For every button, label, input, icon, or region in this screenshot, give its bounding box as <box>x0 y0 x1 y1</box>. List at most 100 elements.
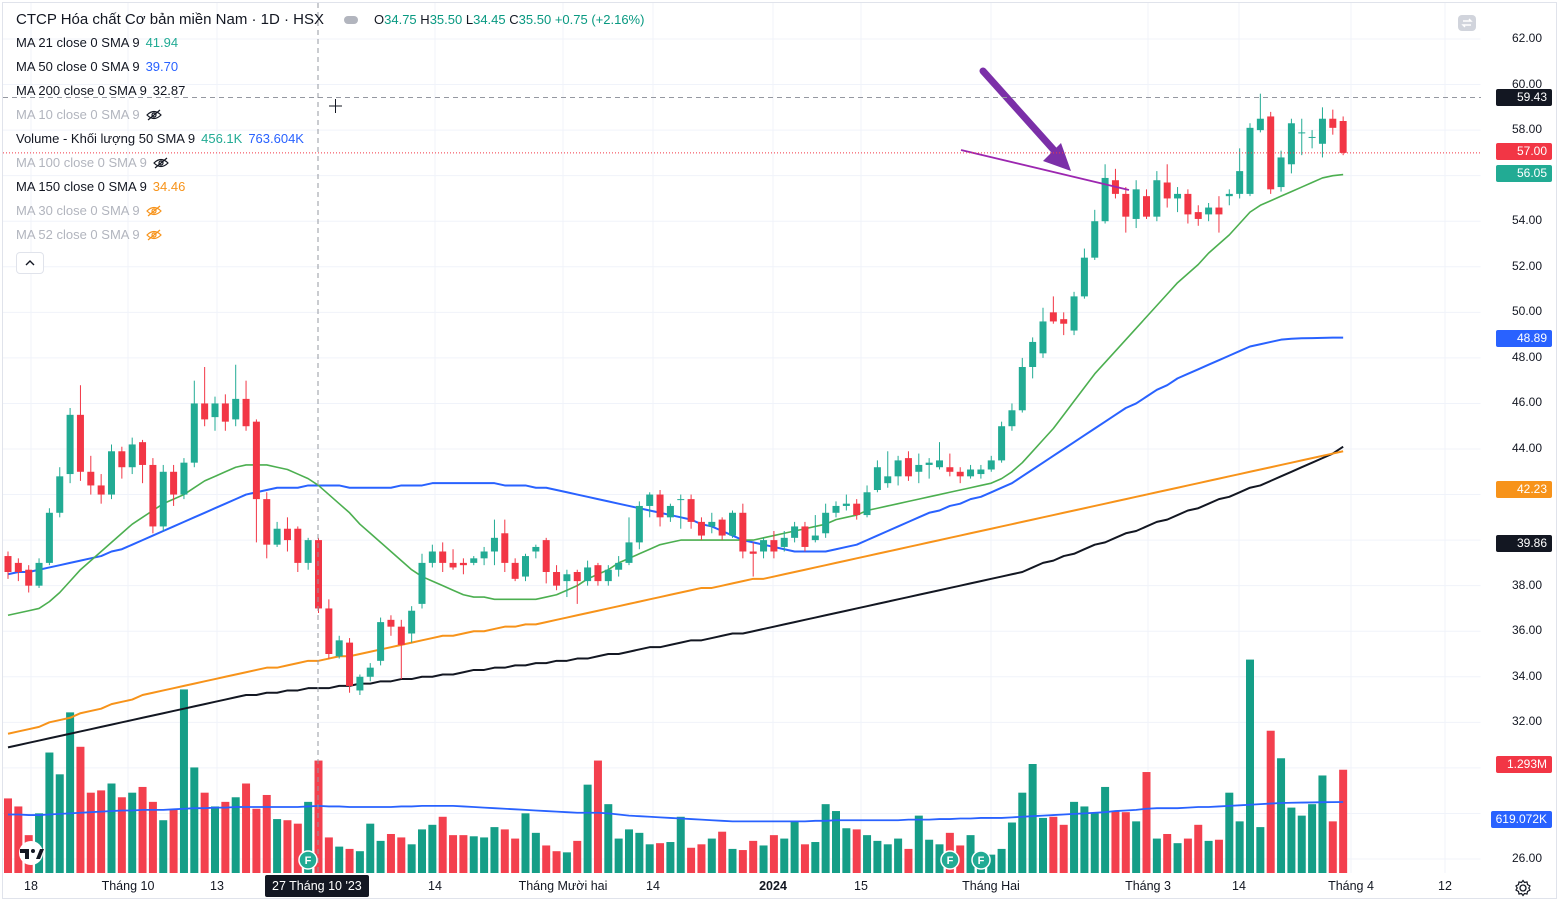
volume-bar <box>1328 821 1337 873</box>
candle-body <box>180 462 188 495</box>
candle-body <box>294 528 302 563</box>
indicator-ma200[interactable]: MA 200 close 0 SMA 9 32.87 <box>16 79 644 103</box>
candle-body <box>925 462 933 465</box>
volume-bar <box>573 840 582 873</box>
volume-bar <box>904 848 913 873</box>
time-axis-label: 13 <box>210 879 224 893</box>
candle-body <box>656 494 664 518</box>
crosshair-price-tag: 59.43 <box>1496 89 1552 106</box>
candle-body <box>149 464 157 527</box>
last-price-tag: 57.00 <box>1496 143 1552 160</box>
eye-hidden-icon[interactable] <box>145 109 162 121</box>
time-axis-label: Tháng 10 <box>101 879 155 893</box>
volume-bar <box>1090 813 1099 873</box>
volume-bar <box>1039 817 1047 873</box>
volume-bar <box>811 842 820 873</box>
candle-body <box>842 503 850 506</box>
volume-bar <box>935 844 944 873</box>
eye-hidden-icon[interactable] <box>145 205 162 217</box>
volume-bar <box>1018 792 1027 873</box>
volume-bar <box>614 838 623 873</box>
event-marker-icon <box>298 850 318 870</box>
settings-gear-icon[interactable] <box>1514 879 1532 897</box>
volume-bar <box>169 809 178 873</box>
candle-body <box>1287 123 1295 165</box>
candle-body <box>998 426 1006 461</box>
indicator-ma21[interactable]: MA 21 close 0 SMA 9 41.94 <box>16 31 644 55</box>
candle-body <box>956 471 964 477</box>
candle-body <box>967 469 975 477</box>
tradingview-logo[interactable] <box>15 841 47 865</box>
candle-body <box>252 421 260 500</box>
volume-bar <box>148 801 157 873</box>
volume-bar <box>987 854 996 873</box>
indicator-label: MA 10 close 0 SMA 9 <box>16 107 140 122</box>
indicator-value: 456.1K <box>201 131 243 146</box>
symbol-title[interactable]: CTCP Hóa chất Cơ bản miền Nam · 1D · HSX <box>16 11 324 28</box>
candle-body <box>1215 207 1223 215</box>
indicator-ma10[interactable]: MA 10 close 0 SMA 9 <box>16 103 644 127</box>
volume-bar <box>438 816 447 873</box>
candle-body <box>377 622 385 661</box>
volume-bar <box>562 852 571 873</box>
indicator-ma50[interactable]: MA 50 close 0 SMA 9 39.70 <box>16 55 644 79</box>
price-axis-label: 46.00 <box>1511 395 1542 410</box>
eye-hidden-icon[interactable] <box>152 157 169 169</box>
candle-body <box>894 460 902 477</box>
annotation-arrowhead <box>1043 143 1071 171</box>
toggle-scale-button[interactable] <box>1455 13 1479 33</box>
candle-body <box>1070 296 1078 331</box>
low-value: 34.45 <box>473 12 506 27</box>
collapse-legend-button[interactable] <box>16 252 44 274</box>
volume-bar <box>1049 816 1058 873</box>
price-axis-label: 58.00 <box>1511 122 1542 137</box>
volume-bar <box>1132 821 1141 873</box>
candle-body <box>273 528 281 545</box>
candle-body <box>35 562 43 586</box>
volume-bar <box>500 829 509 873</box>
indicator-ma150[interactable]: MA 150 close 0 SMA 9 34.46 <box>16 175 644 199</box>
volume-bar <box>645 844 654 873</box>
ma200-price-tag: 39.86 <box>1496 535 1552 552</box>
candle-body <box>14 562 22 572</box>
volume-bar <box>542 845 551 873</box>
close-label: C <box>509 12 519 27</box>
candle-body <box>1174 193 1182 199</box>
candle-body <box>356 676 364 691</box>
volume-bar <box>252 808 261 873</box>
volume-bar <box>749 840 758 873</box>
volume-bar <box>283 820 292 873</box>
candle-body <box>1267 116 1275 190</box>
volume-bar <box>1111 811 1120 873</box>
indicator-ma30[interactable]: MA 30 close 0 SMA 9 <box>16 199 644 223</box>
volume-bar <box>852 829 861 873</box>
indicator-volume[interactable]: Volume - Khối lượng 50 SMA 9 456.1K 763.… <box>16 127 644 151</box>
candle-body <box>687 499 695 522</box>
ma50-price-tag: 48.89 <box>1496 330 1552 347</box>
candle-body <box>729 512 736 536</box>
volume-bar <box>159 820 168 873</box>
volume-bar <box>1059 824 1068 873</box>
candle-body <box>387 619 395 627</box>
eye-hidden-icon[interactable] <box>145 229 162 241</box>
volume-bar <box>407 844 416 873</box>
volume-bar <box>1163 833 1172 873</box>
indicator-ma52[interactable]: MA 52 close 0 SMA 9 <box>16 223 644 247</box>
candle-body <box>449 562 457 568</box>
volume-bar <box>925 839 934 873</box>
candle-body <box>863 492 871 516</box>
candle-body <box>470 558 478 563</box>
candle-body <box>1225 193 1233 197</box>
time-axis-label: 15 <box>854 879 868 893</box>
ohlc-readout: O34.75 H35.50 L34.45 C35.50 +0.75 (+2.16… <box>374 8 644 32</box>
indicator-ma100[interactable]: MA 100 close 0 SMA 9 <box>16 151 644 175</box>
volume-bar <box>97 790 106 873</box>
candle-body <box>1318 118 1326 144</box>
volume-bar <box>293 823 302 873</box>
candle-body <box>459 562 467 566</box>
candle-body <box>915 464 923 472</box>
candle-body <box>304 540 312 563</box>
time-axis-label: 14 <box>1232 879 1246 893</box>
